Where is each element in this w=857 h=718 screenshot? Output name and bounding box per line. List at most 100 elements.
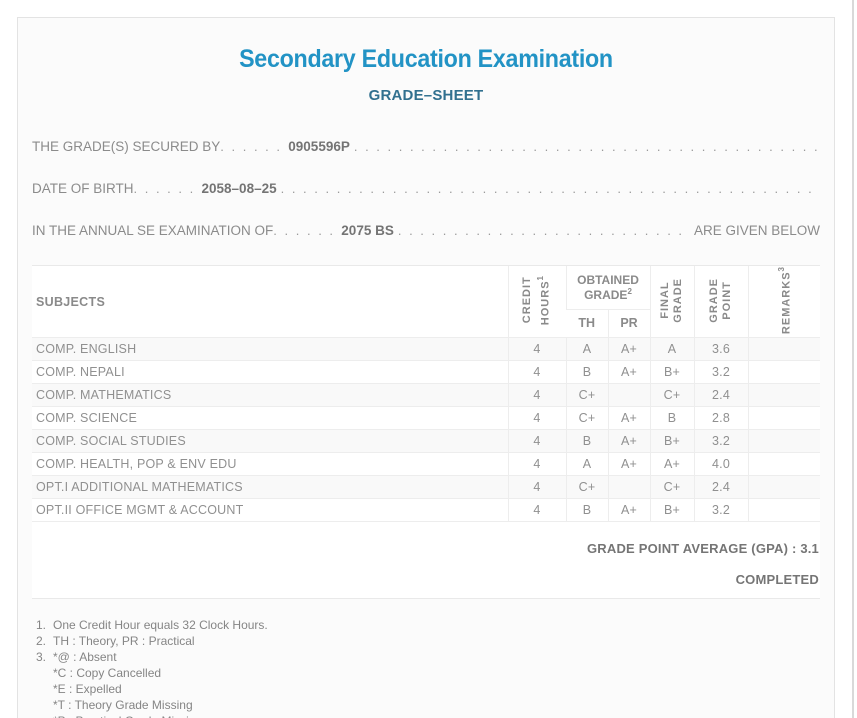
page-title: Secondary Education Examination xyxy=(239,45,613,73)
subject-cell: COMP. NEPALI xyxy=(32,360,508,385)
footnote-marker: 3. xyxy=(36,650,47,665)
final-grade-cell: B+ xyxy=(649,429,694,454)
dot-leader: . . . . . . . . . . . . . . . . . . . . … xyxy=(220,139,284,154)
grade-point-cell: 3.2 xyxy=(693,498,748,523)
th-grade-cell: A xyxy=(565,337,608,362)
symbol-number-value: 0905596P xyxy=(288,139,350,154)
footnote-text: *C : Copy Cancelled xyxy=(53,666,162,681)
th-grade-cell: B xyxy=(565,498,608,523)
subject-cell: COMP. SOCIAL STUDIES xyxy=(32,429,508,454)
grade-point-cell: 2.4 xyxy=(693,383,748,408)
col-header-th: TH xyxy=(566,309,608,339)
statement-secured-by: THE GRADE(S) SECURED BY . . . . . . . . … xyxy=(32,139,820,155)
footnote-text: *E : Expelled xyxy=(53,682,122,697)
pr-grade-cell: A+ xyxy=(607,360,650,385)
dot-leader: . . . . . . . . . . . . . . . . . . . . … xyxy=(133,181,198,196)
final-grade-cell: A+ xyxy=(649,452,694,477)
table-row: COMP. HEALTH, POP & ENV EDU 4 A A+ A+ 4.… xyxy=(32,452,820,477)
subject-cell: OPT.I ADDITIONAL MATHEMATICS xyxy=(32,475,508,500)
col-header-final-grade: FINAL GRADE xyxy=(649,266,694,339)
footnote-text: *T : Theory Grade Missing xyxy=(53,698,193,713)
credit-cell: 4 xyxy=(507,452,566,477)
grade-point-cell: 2.4 xyxy=(693,475,748,500)
table-row: OPT.I ADDITIONAL MATHEMATICS 4 C+ C+ 2.4 xyxy=(32,475,820,500)
footnote-line: 1. One Credit Hour equals 32 Clock Hours… xyxy=(36,617,820,633)
col-header-remarks: REMARKS3 xyxy=(747,266,820,339)
remarks-cell xyxy=(747,360,820,385)
grade-point-cell: 2.8 xyxy=(693,406,748,431)
footnote-marker xyxy=(36,681,53,697)
dot-leader: . . . . . . . . . . . . . . . . . . . . … xyxy=(273,223,337,238)
subject-cell: COMP. HEALTH, POP & ENV EDU xyxy=(32,452,508,477)
pr-grade-cell xyxy=(607,383,650,408)
remarks-cell xyxy=(747,475,820,500)
footnote-line: *C : Copy Cancelled xyxy=(36,665,820,681)
footnote-marker xyxy=(36,697,53,713)
remarks-cell xyxy=(747,337,820,362)
credit-cell: 4 xyxy=(507,429,566,454)
th-grade-cell: A xyxy=(565,452,608,477)
footnote-line: *T : Theory Grade Missing xyxy=(36,697,820,713)
grade-point-cell: 3.2 xyxy=(693,429,748,454)
credit-cell: 4 xyxy=(507,360,566,385)
subject-cell: COMP. SCIENCE xyxy=(32,406,508,431)
dob-value: 2058–08–25 xyxy=(201,181,277,196)
th-grade-cell: B xyxy=(565,429,608,454)
dot-leader: . . . . . . . . . . . . . . . . . . . . … xyxy=(397,223,688,238)
credit-cell: 4 xyxy=(507,383,566,408)
col-header-obtained-grade: OBTAINED GRADE2 xyxy=(565,266,650,310)
statements-section: THE GRADE(S) SECURED BY . . . . . . . . … xyxy=(32,139,820,239)
remarks-cell xyxy=(747,498,820,523)
grade-point-cell: 3.6 xyxy=(693,337,748,362)
credit-cell: 4 xyxy=(507,406,566,431)
col-header-pr: PR xyxy=(607,309,650,339)
credit-cell: 4 xyxy=(507,337,566,362)
footnote-line: *P : Practical Grade Missing xyxy=(36,713,820,718)
th-grade-cell: C+ xyxy=(565,475,608,500)
th-grade-cell: C+ xyxy=(565,383,608,408)
grade-point-cell: 4.0 xyxy=(693,452,748,477)
table-row: COMP. NEPALI 4 B A+ B+ 3.2 xyxy=(32,360,820,385)
final-grade-cell: C+ xyxy=(649,383,694,408)
final-grade-cell: B+ xyxy=(649,360,694,385)
pr-grade-cell: A+ xyxy=(607,452,650,477)
grade-point-cell: 3.2 xyxy=(693,360,748,385)
exam-suffix: ARE GIVEN BELOW xyxy=(693,223,820,238)
table-row: COMP. MATHEMATICS 4 C+ C+ 2.4 xyxy=(32,383,820,408)
credit-cell: 4 xyxy=(507,498,566,523)
grades-table: SUBJECTS CREDIT HOURS1 OBTAINED GRADE2 FI… xyxy=(32,266,820,523)
footnote-text: One Credit Hour equals 32 Clock Hours. xyxy=(53,618,268,633)
subject-cell: OPT.II OFFICE MGMT & ACCOUNT xyxy=(32,498,508,523)
th-grade-cell: B xyxy=(565,360,608,385)
footnote-text: *P : Practical Grade Missing xyxy=(53,713,202,718)
final-grade-cell: C+ xyxy=(649,475,694,500)
remarks-cell xyxy=(747,406,820,431)
status-completed: COMPLETED xyxy=(735,572,819,588)
final-grade-cell: B xyxy=(649,406,694,431)
secured-by-label: THE GRADE(S) SECURED BY xyxy=(32,139,221,154)
remarks-cell xyxy=(747,429,820,454)
pr-grade-cell xyxy=(607,475,650,500)
footnote-line: *E : Expelled xyxy=(36,681,820,697)
footnote-text: TH : Theory, PR : Practical xyxy=(53,634,195,649)
remarks-cell xyxy=(747,452,820,477)
final-grade-cell: A xyxy=(649,337,694,362)
statement-date-of-birth: DATE OF BIRTH . . . . . . . . . . . . . … xyxy=(32,181,820,197)
table-row: COMP. SCIENCE 4 C+ A+ B 2.8 xyxy=(32,406,820,431)
footnote-line: 3. *@ : Absent xyxy=(36,649,820,665)
exam-label: IN THE ANNUAL SE EXAMINATION OF xyxy=(32,223,274,238)
table-row: COMP. SOCIAL STUDIES 4 B A+ B+ 3.2 xyxy=(32,429,820,454)
footnote-line: 2. TH : Theory, PR : Practical xyxy=(36,633,820,649)
dot-leader: . . . . . . . . . . . . . . . . . . . . … xyxy=(280,181,820,196)
dot-leader: . . . . . . . . . . . . . . . . . . . . … xyxy=(353,139,820,154)
subject-cell: COMP. ENGLISH xyxy=(32,337,508,362)
results-panel: SUBJECTS CREDIT HOURS1 OBTAINED GRADE2 FI… xyxy=(32,265,820,600)
pr-grade-cell: A+ xyxy=(607,406,650,431)
statement-examination: IN THE ANNUAL SE EXAMINATION OF . . . . … xyxy=(32,223,820,239)
col-header-grade-point: GRADE POINT xyxy=(693,266,748,339)
pr-grade-cell: A+ xyxy=(607,429,650,454)
right-border-line xyxy=(852,0,854,718)
final-grade-cell: B+ xyxy=(649,498,694,523)
exam-year-value: 2075 BS xyxy=(341,223,394,238)
gpa-summary: GRADE POINT AVERAGE (GPA) : 3.1 xyxy=(586,541,819,557)
